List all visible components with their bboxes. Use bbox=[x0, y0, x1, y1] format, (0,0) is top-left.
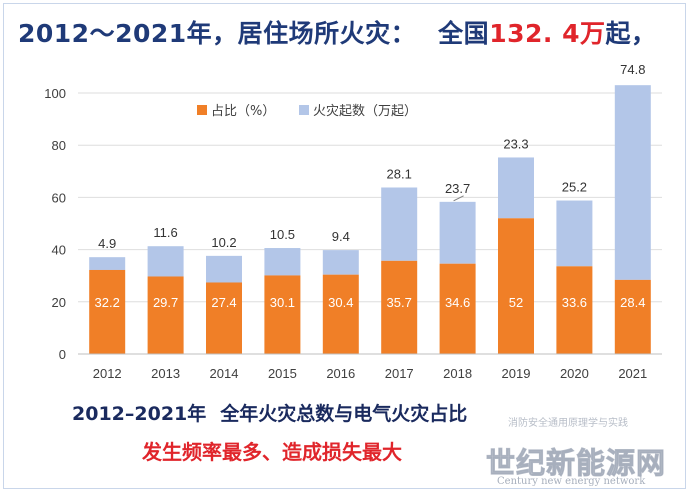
x-tick-label: 2018 bbox=[443, 366, 472, 381]
bar-share bbox=[147, 276, 184, 354]
bar-share bbox=[89, 269, 126, 354]
data-label-fire-count: 10.2 bbox=[211, 235, 236, 250]
data-label-share: 28.4 bbox=[620, 295, 645, 310]
bar-fire-count bbox=[322, 250, 359, 275]
bar-fire-count bbox=[556, 200, 593, 267]
tagline: 发生频率最多、造成损失最大 bbox=[142, 440, 402, 464]
x-tick-label: 2014 bbox=[210, 366, 239, 381]
data-label-share: 30.4 bbox=[328, 295, 353, 310]
y-tick-label: 20 bbox=[52, 295, 66, 310]
bar-fire-count bbox=[614, 85, 651, 280]
bar-fire-count bbox=[381, 187, 418, 261]
bar-fire-count bbox=[498, 157, 534, 219]
data-label-fire-count: 23.3 bbox=[503, 136, 528, 151]
data-label-share: 52 bbox=[509, 295, 523, 310]
leader-line bbox=[453, 195, 464, 202]
y-tick-label: 80 bbox=[52, 138, 66, 153]
bar-fire-count bbox=[206, 255, 242, 283]
data-label-share: 35.7 bbox=[387, 295, 412, 310]
data-label-fire-count: 10.5 bbox=[270, 227, 295, 242]
data-label-share: 34.6 bbox=[445, 295, 470, 310]
headline-prefix: 2012～2021年，居住场所火灾： bbox=[18, 19, 417, 48]
x-tick-label: 2020 bbox=[560, 366, 589, 381]
data-label-fire-count: 28.1 bbox=[387, 166, 412, 181]
data-label-share: 30.1 bbox=[270, 295, 295, 310]
legend-label-share: 占比（%） bbox=[211, 104, 275, 119]
bar-fire-count bbox=[439, 201, 476, 264]
bar-share bbox=[322, 274, 359, 354]
bar-fire-count bbox=[147, 246, 184, 277]
headline: 2012～2021年，居住场所火灾： 全国132. 4万起， bbox=[18, 14, 656, 50]
data-label-share: 29.7 bbox=[153, 295, 178, 310]
data-label-fire-count: 11.6 bbox=[153, 225, 177, 240]
bar-share bbox=[439, 263, 476, 354]
x-tick-label: 2019 bbox=[502, 366, 531, 381]
x-tick-label: 2021 bbox=[618, 366, 647, 381]
y-tick-label: 100 bbox=[44, 86, 66, 101]
headline-total-value: 132. 4万 bbox=[489, 19, 606, 48]
data-label-fire-count: 25.2 bbox=[562, 180, 587, 195]
data-label-fire-count: 23.7 bbox=[445, 181, 470, 196]
headline-national-label: 全国 bbox=[438, 19, 490, 48]
stacked-bar-chart: 0 20 40 60 80 100 32.2 4.9 2012 29.7 11.6 2013 27.4 1… bbox=[44, 62, 662, 381]
subtitle: 2012–2021年 全年火灾总数与电气火灾占比 bbox=[72, 399, 467, 426]
data-label-share: 27.4 bbox=[211, 295, 236, 310]
legend-swatch-fire-count bbox=[299, 105, 309, 115]
bar-fire-count bbox=[264, 248, 301, 276]
y-tick-label: 60 bbox=[52, 190, 66, 205]
bar-fire-count bbox=[89, 257, 126, 270]
headline-suffix: 起， bbox=[605, 19, 657, 48]
bar-share bbox=[264, 275, 301, 354]
x-tick-label: 2016 bbox=[326, 366, 355, 381]
y-tick-label: 40 bbox=[52, 243, 66, 258]
data-label-fire-count: 74.8 bbox=[620, 62, 645, 77]
data-label-fire-count: 4.9 bbox=[98, 236, 116, 251]
bar-share bbox=[614, 279, 651, 354]
data-label-share: 32.2 bbox=[95, 295, 120, 310]
watermark-logo: 世纪新能源网 bbox=[485, 446, 667, 481]
bar-share bbox=[381, 260, 418, 354]
data-label-fire-count: 9.4 bbox=[332, 229, 350, 244]
x-tick-label: 2017 bbox=[385, 366, 414, 381]
bar-share bbox=[556, 266, 593, 354]
legend-label-fire-count: 火灾起数（万起） bbox=[313, 103, 417, 119]
watermark-small-text: 消防安全通用原理学与实践 bbox=[508, 418, 628, 429]
x-tick-label: 2013 bbox=[151, 366, 180, 381]
x-tick-label: 2015 bbox=[268, 366, 297, 381]
legend-swatch-share bbox=[197, 105, 207, 115]
bar-share bbox=[206, 282, 242, 354]
subtitle-years: 2012–2021年 bbox=[72, 403, 207, 425]
watermark-english-text: Century new energy network bbox=[497, 476, 646, 487]
x-tick-label: 2012 bbox=[93, 366, 122, 381]
subtitle-description: 全年火灾总数与电气火灾占比 bbox=[220, 403, 468, 425]
data-label-share: 33.6 bbox=[562, 295, 587, 310]
bar-share bbox=[498, 218, 534, 354]
y-tick-label: 0 bbox=[59, 347, 66, 362]
